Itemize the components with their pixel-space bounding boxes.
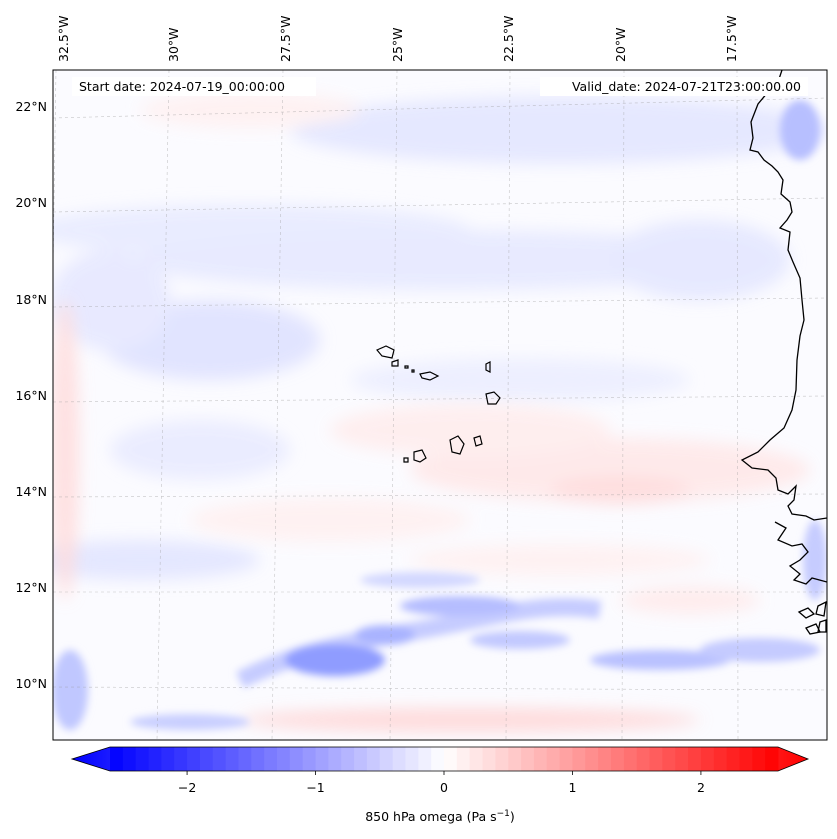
colorbar-step bbox=[713, 747, 728, 771]
colorbar-step bbox=[572, 747, 586, 771]
colorbar-step bbox=[636, 747, 651, 771]
lat-label-1: 20°N bbox=[15, 195, 47, 210]
lon-label-3: 25°W bbox=[390, 27, 405, 62]
colorbar-step bbox=[611, 747, 625, 771]
colorbar-step bbox=[187, 747, 201, 771]
colorbar-step bbox=[546, 747, 561, 771]
colorbar-step bbox=[623, 747, 638, 771]
colorbar-step bbox=[354, 747, 368, 771]
valid-date-box bbox=[540, 77, 808, 96]
map-panel: Start date: 2024-07-19_00:00:00 Valid_da… bbox=[52, 69, 828, 741]
lat-label-6: 10°N bbox=[15, 676, 47, 691]
colorbar-step bbox=[122, 747, 137, 771]
colorbar-outline bbox=[70, 746, 810, 772]
colorbar-label: 850 hPa omega (Pa s−1) bbox=[365, 809, 515, 824]
coastlines bbox=[740, 70, 827, 635]
lat-label-4: 14°N bbox=[15, 484, 47, 499]
colorbar-step bbox=[521, 747, 535, 771]
colorbar-step bbox=[431, 747, 445, 771]
colorbar-step bbox=[444, 747, 458, 771]
colorbar-tick-label: 0 bbox=[440, 780, 448, 795]
omega-field bbox=[53, 92, 827, 732]
cape-verde-islands bbox=[376, 345, 501, 463]
colorbar-step bbox=[148, 747, 162, 771]
colorbar-step bbox=[688, 747, 702, 771]
valid-date-label: Valid_date: 2024-07-21T23:00:00.00 bbox=[572, 79, 801, 94]
colorbar-step bbox=[469, 747, 484, 771]
lat-label-2: 18°N bbox=[15, 292, 47, 307]
colorbar-step bbox=[366, 747, 381, 771]
colorbar-step bbox=[585, 747, 599, 771]
colorbar-step bbox=[135, 747, 150, 771]
colorbar-step bbox=[161, 747, 175, 771]
colorbar-step bbox=[212, 747, 227, 771]
colorbar-step bbox=[456, 747, 471, 771]
lon-label-4: 22.5°W bbox=[501, 16, 516, 62]
colorbar-step bbox=[315, 747, 329, 771]
colorbar-step bbox=[341, 747, 355, 771]
lon-label-6: 17.5°W bbox=[724, 16, 739, 62]
colorbar-tick-label: 2 bbox=[697, 780, 705, 795]
colorbar-step bbox=[110, 747, 124, 771]
colorbar-step bbox=[277, 747, 291, 771]
colorbar-ticks: −2 −1 0 1 2 bbox=[178, 771, 705, 795]
colorbar-step bbox=[726, 747, 740, 771]
colorbar-tick-label: −2 bbox=[178, 780, 196, 795]
lon-label-1: 30°W bbox=[166, 27, 181, 62]
colorbar-step bbox=[328, 747, 342, 771]
colorbar-step bbox=[649, 747, 663, 771]
lat-label-0: 22°N bbox=[15, 99, 47, 114]
colorbar: −2 −1 0 1 2 850 hPa omega (Pa s−1) bbox=[70, 746, 810, 824]
colorbar-step bbox=[289, 747, 304, 771]
colorbar-step bbox=[675, 747, 689, 771]
colorbar-tick-label: −1 bbox=[306, 780, 324, 795]
colorbar-step bbox=[752, 747, 766, 771]
colorbar-step bbox=[251, 747, 265, 771]
lon-label-0: 32.5°W bbox=[56, 16, 71, 62]
colorbar-step bbox=[225, 747, 239, 771]
colorbar-step bbox=[598, 747, 612, 771]
colorbar-step bbox=[765, 747, 779, 771]
colorbar-step bbox=[174, 747, 188, 771]
start-date-box bbox=[72, 77, 316, 96]
colorbar-step bbox=[700, 747, 715, 771]
colorbar-step bbox=[508, 747, 522, 771]
lon-label-5: 20°W bbox=[613, 27, 628, 62]
colorbar-step bbox=[533, 747, 548, 771]
colorbar-step bbox=[379, 747, 394, 771]
colorbar-step bbox=[739, 747, 753, 771]
colorbar-step bbox=[418, 747, 432, 771]
colorbar-step bbox=[302, 747, 317, 771]
colorbar-step bbox=[392, 747, 406, 771]
colorbar-step bbox=[482, 747, 496, 771]
colorbar-step bbox=[264, 747, 278, 771]
lat-label-3: 16°N bbox=[15, 388, 47, 403]
colorbar-step bbox=[238, 747, 252, 771]
colorbar-steps bbox=[110, 747, 779, 771]
colorbar-step bbox=[405, 747, 419, 771]
gridlines bbox=[53, 70, 827, 740]
colorbar-step bbox=[495, 747, 509, 771]
longitude-labels: 32.5°W 30°W 27.5°W 25°W 22.5°W 20°W 17.5… bbox=[56, 16, 739, 62]
map-frame bbox=[52, 69, 828, 741]
colorbar-step bbox=[559, 747, 573, 771]
start-date-label: Start date: 2024-07-19_00:00:00 bbox=[79, 79, 285, 94]
colorbar-step bbox=[199, 747, 214, 771]
lon-label-2: 27.5°W bbox=[278, 16, 293, 62]
colorbar-tick-label: 1 bbox=[568, 780, 576, 795]
latitude-labels: 22°N 20°N 18°N 16°N 14°N 12°N 10°N bbox=[15, 99, 47, 691]
colorbar-step bbox=[662, 747, 676, 771]
lat-label-5: 12°N bbox=[15, 580, 47, 595]
